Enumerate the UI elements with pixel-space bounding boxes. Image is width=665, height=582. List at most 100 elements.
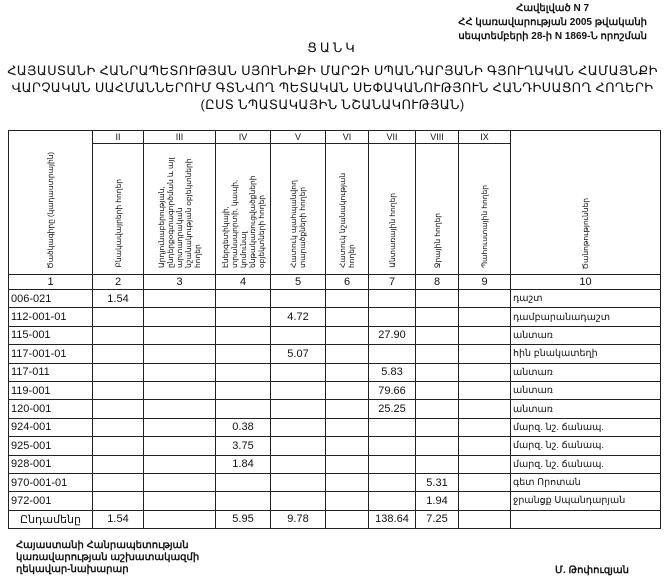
area-cell <box>415 436 459 456</box>
area-cell <box>325 362 369 382</box>
cadastral-code: 119-001 <box>8 380 93 401</box>
area-cell <box>325 325 369 346</box>
area-cell <box>92 491 144 511</box>
area-cell <box>143 436 216 456</box>
area-cell <box>92 436 144 456</box>
area-cell <box>143 325 216 346</box>
area-cell <box>215 307 271 327</box>
area-cell <box>270 399 326 419</box>
cadastral-code: 120-001 <box>8 399 93 419</box>
roman-numeral: V <box>270 130 326 144</box>
area-cell <box>325 307 369 327</box>
area-cell <box>458 344 511 364</box>
cadastral-code: 117-001-01 <box>8 344 93 364</box>
column-number: 9 <box>458 274 511 290</box>
table-row: 119-001 79.66 անտառ <box>8 380 661 401</box>
column-number: 3 <box>143 274 216 290</box>
roman-numeral-row: Ծածկագիրը (կադաստրային) II III IV V VI VII VIII… <box>8 130 661 275</box>
column-header: Բնակավայրերի հողեր <box>92 143 144 275</box>
signatory-name: Մ. Թոփուզյան <box>555 565 629 576</box>
total-cell <box>510 509 661 530</box>
area-cell <box>415 380 459 401</box>
total-cell: 5.95 <box>215 509 271 530</box>
signatory-line: ղեկավար-նախարար <box>16 564 129 575</box>
column-header-text: Բնակավայրերի հողեր <box>113 179 123 268</box>
area-cell <box>92 325 144 346</box>
area-cell <box>325 380 369 401</box>
area-cell <box>92 344 144 364</box>
table-row: 972-001 1.94 ջրանցք Սպանդարյան <box>8 491 661 511</box>
land-table: Ծածկագիրը (կադաստրային) II III IV V VI VII VIII… <box>8 130 661 530</box>
area-cell <box>458 288 511 309</box>
signatory-title: Հայաստանի Հանրապետության կառավարության ա… <box>16 540 199 576</box>
annex-decree-date: սեպտեմբերի 28-ի N 1869-Ն որոշման <box>458 31 647 42</box>
table-row: 112-001-01 4.72 դամբարանադաշտ <box>8 307 661 327</box>
heading-line: (ԸՍՏ ՆՊԱՏԱԿԱՅԻՆ ՆՇԱՆԱԿՈՒԹՅԱՆ) <box>200 97 465 112</box>
area-cell <box>215 288 271 309</box>
cadastral-code: 925-001 <box>8 436 93 456</box>
column-header: Պահուստային հողեր <box>458 143 511 275</box>
area-cell: 5.83 <box>368 362 416 382</box>
note-cell: մարզ. նշ. ճանապ. <box>510 454 661 474</box>
area-cell <box>215 399 271 419</box>
area-cell <box>325 472 369 493</box>
area-cell <box>458 325 511 346</box>
area-cell <box>458 472 511 493</box>
note-cell: անտառ <box>510 380 661 401</box>
area-cell <box>458 307 511 327</box>
table-row: 970-001-01 5.31 գետ Որոտան <box>8 472 661 493</box>
area-cell <box>143 472 216 493</box>
area-cell <box>92 307 144 327</box>
column-header: Ծածկագիրը (կադաստրային) <box>8 130 93 275</box>
area-cell <box>143 288 216 309</box>
area-cell <box>143 362 216 382</box>
column-header-text: Ծանոթություններ <box>581 197 590 269</box>
annex-number: Հավելված N 7 <box>516 3 590 14</box>
column-header-text: Պահուստային հողեր <box>480 185 489 268</box>
note-cell: դաշտ <box>510 288 661 309</box>
table-row: 925-001 3.75 մարզ. նշ. ճանապ. <box>8 436 661 456</box>
area-cell <box>92 362 144 382</box>
area-cell <box>458 399 511 419</box>
area-cell <box>368 454 416 474</box>
area-cell <box>415 344 459 364</box>
column-header-text: Անտառային հողեր <box>387 193 397 268</box>
area-cell <box>143 307 216 327</box>
area-cell <box>92 380 144 401</box>
column-number: 10 <box>510 274 661 290</box>
roman-numeral: IV <box>215 130 271 144</box>
area-cell <box>270 325 326 346</box>
area-cell <box>415 325 459 346</box>
document-title: ՑԱՆԿ <box>307 40 358 55</box>
area-cell: 3.75 <box>215 436 271 456</box>
area-cell <box>325 491 369 511</box>
area-cell <box>415 399 459 419</box>
column-number: 6 <box>325 274 369 290</box>
area-cell <box>458 362 511 382</box>
column-header: Հատուկ նշանակության հողեր <box>325 143 369 275</box>
area-cell <box>458 417 511 438</box>
total-cell <box>143 509 216 530</box>
note-cell: հին բնակատեղի <box>510 344 661 364</box>
area-cell <box>270 288 326 309</box>
area-cell: 5.07 <box>270 344 326 364</box>
area-cell: 1.84 <box>215 454 271 474</box>
total-cell <box>458 509 511 530</box>
area-cell <box>415 307 459 327</box>
area-cell <box>415 362 459 382</box>
area-cell <box>215 344 271 364</box>
heading-line: ՎԱՐՉԱԿԱՆ ՍԱՀՄԱՆՆԵՐՈՒՄ ԳՏՆՎՈՂ ՊԵՏԱԿԱՆ ՍԵՓ… <box>11 80 654 95</box>
area-cell <box>270 454 326 474</box>
area-cell <box>92 454 144 474</box>
total-label: Ընդամենը <box>8 509 93 530</box>
column-header-text: Ջրային հողեր <box>432 212 442 268</box>
signatory-line: Հայաստանի Հանրապետության <box>16 540 189 551</box>
area-cell <box>143 454 216 474</box>
area-cell <box>325 399 369 419</box>
column-header: Ծանոթություններ <box>510 130 661 275</box>
area-cell <box>270 436 326 456</box>
area-cell <box>215 362 271 382</box>
annex-decree: ՀՀ կառավարության 2005 թվականի <box>458 17 647 28</box>
area-cell <box>270 362 326 382</box>
note-cell: անտառ <box>510 325 661 346</box>
